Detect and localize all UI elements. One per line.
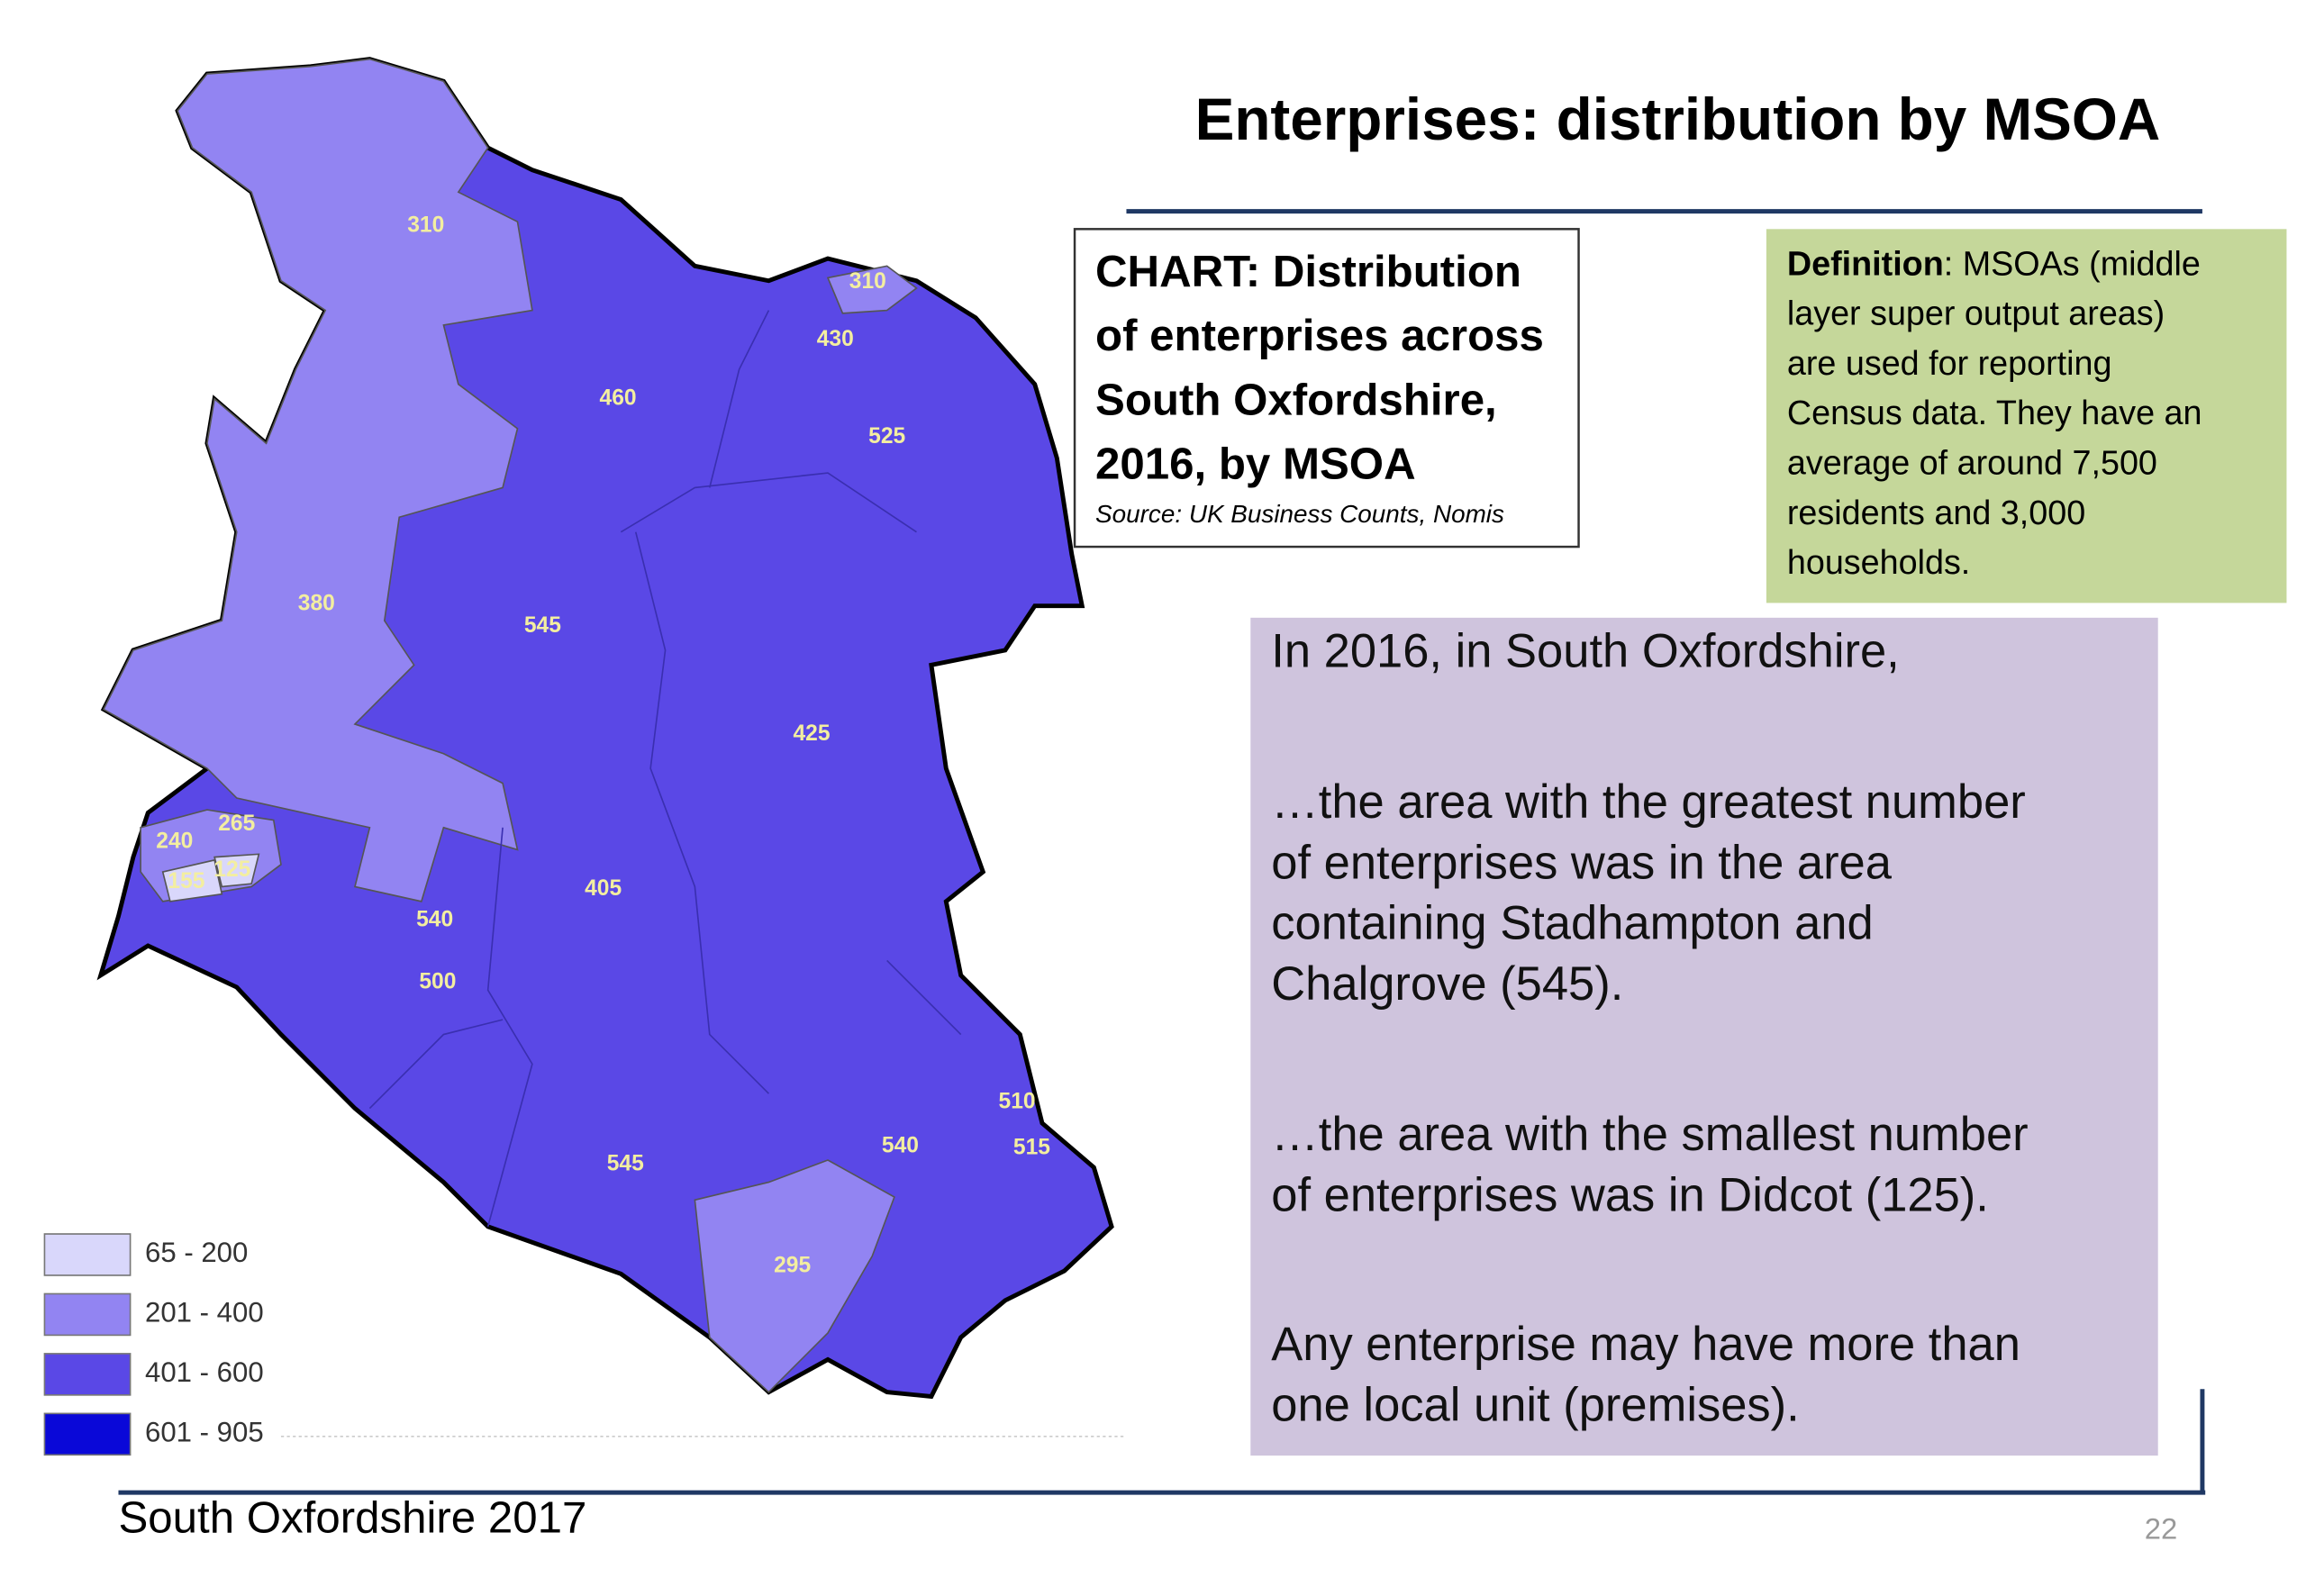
- definition-text: : MSOAs (middle: [1944, 244, 2201, 282]
- map-label: 500: [419, 970, 456, 994]
- legend-swatch: [43, 1353, 132, 1396]
- chart-box-line: South Oxfordshire,: [1095, 375, 1497, 424]
- legend-swatch: [43, 1412, 132, 1456]
- definition-box: [1766, 229, 2287, 603]
- map-label: 380: [298, 592, 335, 616]
- map-label: 125: [213, 857, 250, 882]
- region-light: [102, 58, 533, 902]
- map-label: 545: [607, 1151, 644, 1175]
- region-lightest: [213, 853, 260, 888]
- definition-label: Definition: [1787, 244, 1944, 282]
- map-label: 460: [600, 386, 637, 411]
- summary-box: [1250, 617, 2158, 1456]
- definition-line: households.: [1787, 543, 1970, 581]
- summary-line: Any enterprise may have more than: [1271, 1318, 2020, 1371]
- chart-box-line: CHART: Distribution: [1095, 247, 1521, 296]
- summary-line: In 2016, in South Oxfordshire,: [1271, 625, 1900, 678]
- map-label: 155: [168, 869, 204, 893]
- map-label: 310: [407, 213, 444, 238]
- summary-line: Chalgrove (545).: [1271, 957, 1623, 1011]
- legend-label: 65 - 200: [145, 1237, 248, 1268]
- chart-box-line: 2016, by MSOA: [1095, 439, 1416, 488]
- map-label: 525: [868, 424, 905, 449]
- summary-line: one local unit (premises).: [1271, 1379, 1800, 1432]
- legend-swatch: [43, 1233, 132, 1276]
- map-label: 540: [882, 1134, 919, 1158]
- legend-swatch: [43, 1292, 132, 1337]
- slide-title: Enterprises: distribution by MSOA: [1195, 86, 2161, 152]
- definition-line: are used for reporting: [1787, 344, 2112, 382]
- chart-box-source: Source: UK Business Counts, Nomis: [1095, 500, 1504, 528]
- definition-line: average of around 7,500: [1787, 443, 2157, 481]
- legend-label: 401 - 600: [145, 1356, 264, 1388]
- map-label: 510: [999, 1089, 1036, 1113]
- summary-line: of enterprises was in the area: [1271, 836, 1893, 889]
- page-number: 22: [2145, 1511, 2177, 1545]
- footer-text: South Oxfordshire 2017: [118, 1492, 586, 1542]
- map-label: 425: [793, 721, 830, 746]
- map-label: 405: [585, 876, 622, 901]
- legend-label: 601 - 905: [145, 1417, 264, 1448]
- chart-box: [1073, 228, 1580, 549]
- definition-line: Definition: MSOAs (middle: [1787, 244, 2201, 282]
- definition-line: layer super output areas): [1787, 295, 2165, 332]
- definition-line: residents and 3,000: [1787, 494, 2085, 531]
- map-label: 545: [524, 613, 561, 638]
- map: [96, 57, 1124, 1437]
- map-label: 295: [774, 1254, 811, 1278]
- map-label: 265: [218, 812, 255, 836]
- region-light: [826, 265, 918, 314]
- summary-line: containing Stadhampton and: [1271, 897, 1873, 950]
- legend-label: 201 - 400: [145, 1297, 264, 1328]
- map-label: 240: [156, 830, 193, 854]
- summary-line: …the area with the smallest number: [1271, 1108, 2028, 1161]
- summary-line: of enterprises was in Didcot (125).: [1271, 1169, 1989, 1222]
- chart-box-line: of enterprises across: [1095, 311, 1544, 360]
- region-light: [694, 1159, 895, 1393]
- region-borders: [368, 310, 962, 1228]
- map-label: 540: [416, 908, 453, 932]
- summary-line: …the area with the greatest number: [1271, 775, 2026, 829]
- map-label: 430: [817, 327, 854, 351]
- map-label: 310: [849, 269, 886, 294]
- map-label: 515: [1013, 1135, 1050, 1159]
- region-lightest: [161, 858, 223, 902]
- definition-line: Census data. They have an: [1787, 394, 2202, 431]
